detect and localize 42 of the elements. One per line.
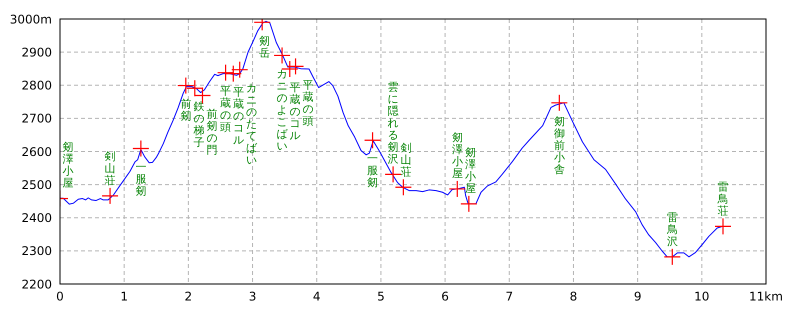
annotation: 雲に隠れる剱沢 (388, 80, 399, 166)
annotation: 剱岳 (259, 34, 270, 60)
annotation: 平蔵の頭 (220, 84, 232, 134)
x-tick-label: 4 (312, 290, 321, 304)
annotation: 平蔵の頭 (302, 78, 314, 128)
annotation: 一服剱 (367, 152, 378, 190)
x-tick-label: 10 (694, 290, 710, 304)
annotation: 剣山荘 (104, 150, 116, 187)
annotation: 雷鳥沢 (666, 210, 678, 248)
annotation: 一服剱 (135, 160, 146, 198)
annotation: 前剱 (180, 98, 192, 123)
annotation: カニのよこばい (276, 67, 289, 152)
y-tick-label: 2400 (21, 211, 52, 226)
annotation: 剣山荘 (400, 141, 412, 178)
x-tick-label: 3 (248, 290, 256, 304)
x-tick-label: 8 (570, 290, 578, 304)
annotation: 前剱の門 (206, 108, 218, 157)
x-tick-label: 5 (377, 290, 385, 304)
annotation: 鉄の梯子 (192, 100, 204, 150)
y-tick-label: 2900 (21, 45, 52, 60)
y-tick-label: 2300 (21, 244, 52, 258)
y-tick-label: 2800 (21, 78, 52, 93)
annotation: 平蔵のコル (290, 81, 301, 142)
annotation: 剱澤小屋 (62, 140, 74, 190)
annotation: 平蔵のコル (233, 86, 244, 147)
annotation: 剱御前小舎 (554, 114, 565, 176)
annotation: カニのたてばい (246, 82, 258, 167)
x-tick-label: 6 (441, 290, 449, 304)
y-tick-label: 3000m (10, 12, 52, 26)
annotation: 剱澤小屋 (464, 146, 476, 195)
x-tick-label: 7 (505, 290, 514, 304)
x-tick-label: 11km (749, 290, 783, 304)
y-tick-label: 2600 (21, 144, 52, 159)
y-tick-label: 2200 (21, 277, 52, 292)
x-tick-label: 0 (56, 290, 64, 304)
x-tick-label: 2 (184, 290, 192, 304)
annotation: 雷鳥荘 (716, 180, 728, 218)
x-tick-label: 1 (120, 290, 128, 304)
annotation: 剱澤小屋 (452, 130, 463, 180)
y-tick-label: 2700 (21, 112, 52, 126)
x-tick-label: 9 (634, 290, 642, 304)
y-tick-label: 2500 (21, 178, 52, 192)
